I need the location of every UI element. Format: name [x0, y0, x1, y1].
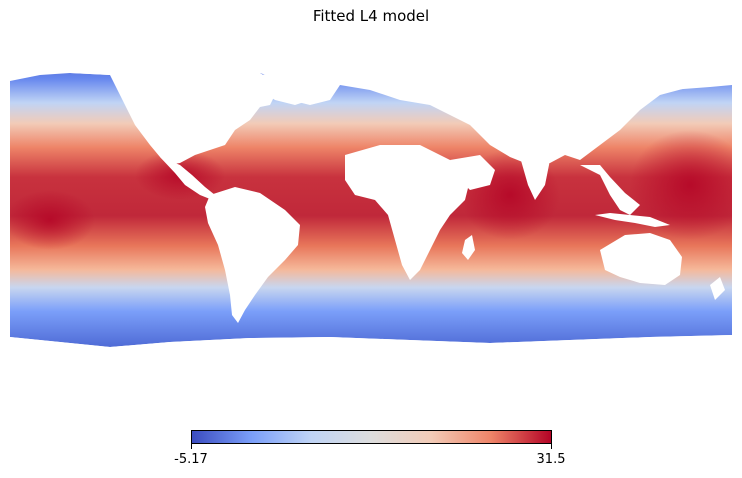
land [10, 45, 732, 350]
chart-title: Fitted L4 model [312, 7, 430, 25]
sst-map [10, 45, 732, 350]
colorbar-tick-max [551, 444, 552, 449]
eurasia [340, 45, 732, 165]
india [520, 157, 550, 200]
arabia [450, 155, 495, 190]
indonesia [595, 213, 670, 227]
africa [345, 145, 470, 280]
south-america [205, 187, 300, 323]
australia [600, 233, 682, 285]
colorbar-fill [192, 431, 551, 443]
se-asia [580, 165, 640, 215]
central-america [160, 157, 215, 199]
east-pacific-warm-pool [10, 190, 95, 250]
madagascar [462, 235, 475, 260]
north-america [40, 67, 280, 165]
new-zealand [710, 277, 725, 300]
colorbar-tick-min [191, 444, 192, 449]
antarctica [10, 335, 732, 350]
colorbar [191, 430, 552, 444]
pacific-warm-pool [630, 130, 732, 240]
colorbar-max-label: 31.5 [536, 452, 566, 467]
greenland [255, 73, 325, 105]
colorbar-min-label: -5.17 [174, 452, 208, 467]
